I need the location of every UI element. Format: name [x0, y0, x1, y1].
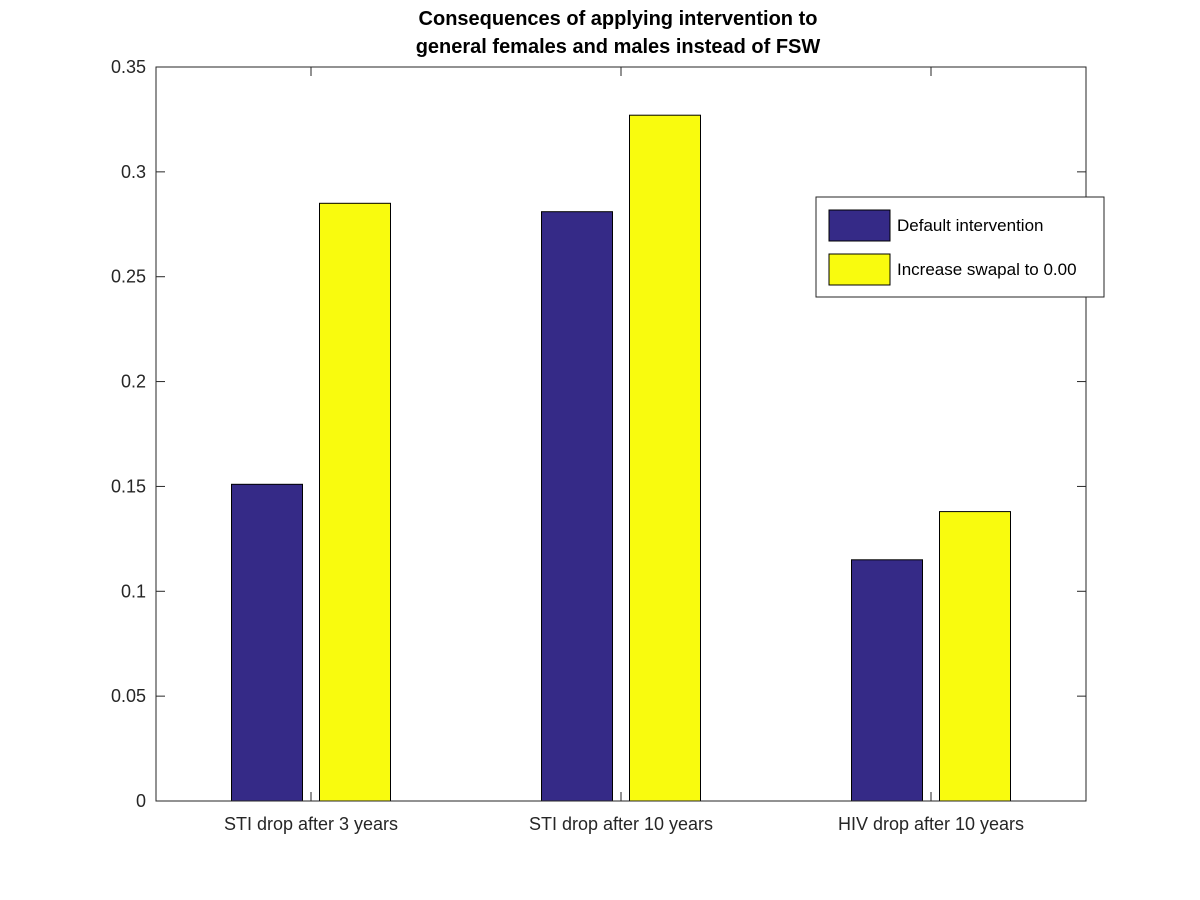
y-tick-label: 0.15	[111, 476, 146, 496]
x-axis: STI drop after 3 years STI drop after 10 …	[224, 67, 1024, 834]
bar-series-1-category-1	[629, 114, 701, 802]
legend-label-default-intervention: Default intervention	[897, 216, 1043, 235]
legend-swatch-increase-swapal	[828, 253, 891, 286]
y-tick-label: 0.05	[111, 686, 146, 706]
bar-series-0-category-1	[541, 211, 613, 802]
x-tick-label: STI drop after 10 years	[529, 814, 713, 834]
bar-series-1-category-2	[939, 511, 1011, 802]
bar-series-1-category-0	[319, 202, 391, 802]
y-tick-label: 0.3	[121, 162, 146, 182]
x-tick-label: STI drop after 3 years	[224, 814, 398, 834]
y-axis: 0 0.05 0.1 0.15 0.2 0.25 0.3 0.35	[111, 57, 1086, 811]
y-tick-label: 0.1	[121, 581, 146, 601]
y-tick-label: 0.35	[111, 57, 146, 77]
chart-title-line-2: general females and males instead of FSW	[416, 36, 821, 58]
legend-swatch-default-intervention	[828, 209, 891, 242]
y-tick-label: 0.25	[111, 267, 146, 287]
y-tick-label: 0.2	[121, 372, 146, 392]
bar-series-0-category-2	[851, 559, 923, 802]
y-tick-label: 0	[136, 791, 146, 811]
chart-title-line-1: Consequences of applying intervention to	[419, 8, 818, 30]
bar-series-0-category-0	[231, 483, 303, 802]
plot-area	[156, 67, 1086, 801]
legend: Default intervention Increase swapal to …	[815, 196, 1105, 298]
legend-label-increase-swapal: Increase swapal to 0.00	[897, 260, 1077, 279]
bars-group	[231, 114, 1011, 802]
axes-box	[155, 66, 1087, 802]
chart-title: Consequences of applying intervention to…	[416, 8, 821, 58]
x-tick-label: HIV drop after 10 years	[838, 814, 1024, 834]
